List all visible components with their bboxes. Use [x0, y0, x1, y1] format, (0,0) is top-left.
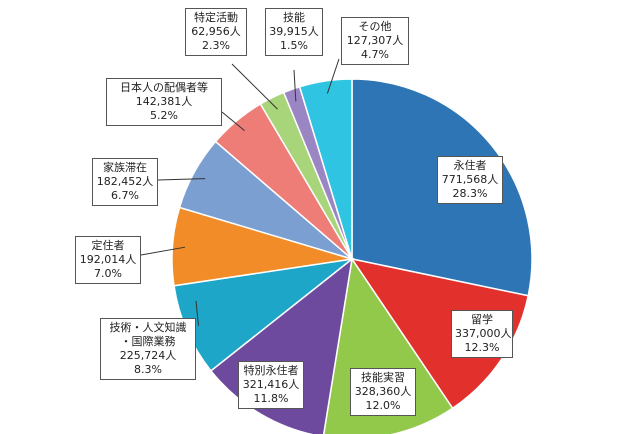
slice-label-percent: 7.0%: [94, 267, 122, 280]
slice-label-count: 771,568人: [441, 173, 499, 186]
slice-label-count: 337,000人: [455, 327, 512, 340]
leader-lines: [140, 58, 340, 326]
slice-label-percent: 1.5%: [280, 39, 308, 52]
slice-label-count: 39,915人: [269, 25, 319, 38]
slice-label-name: 家族滞在: [103, 161, 147, 174]
pie-slice: [350, 257, 530, 410]
leader-line: [140, 246, 186, 256]
leader-line: [195, 300, 199, 326]
slice-label-name: 日本人の配偶者等: [120, 81, 208, 94]
slice-label: 技能 39,915人 1.5%: [265, 8, 323, 56]
slice-label-name: その他: [358, 20, 392, 33]
slice-label: 技術・人文知識 ・国際業務 225,724人 8.3%: [100, 318, 196, 380]
slice-label-percent: 12.0%: [365, 399, 401, 412]
slice-label-percent: 28.3%: [452, 187, 488, 200]
slice-label-count: 321,416人: [242, 378, 300, 391]
slice-label-count: 328,360人: [354, 385, 412, 398]
slice-label: 特別永住者 321,416人 11.8%: [238, 361, 304, 409]
slice-label: 定住者 192,014人 7.0%: [75, 236, 141, 284]
slice-label: 技能実習 328,360人 12.0%: [350, 368, 416, 416]
slice-label-percent: 8.3%: [134, 363, 162, 376]
slice-label-name: ・国際業務: [120, 335, 176, 348]
slice-label: 特定活動 62,956人 2.3%: [185, 8, 247, 56]
slice-label-name: 特定活動: [194, 11, 238, 24]
leader-line: [326, 58, 340, 94]
slice-label-name: 技術・人文知識: [109, 321, 187, 334]
slice-label-percent: 11.8%: [253, 392, 289, 405]
pie-slice: [298, 78, 353, 260]
slice-label-name: 技能実習: [361, 371, 405, 384]
slice-label-percent: 4.7%: [361, 48, 389, 61]
slice-label-percent: 6.7%: [111, 189, 139, 202]
slice-label: 永住者 771,568人 28.3%: [437, 156, 503, 204]
slice-label-name: 技能: [283, 11, 305, 24]
slice-label-count: 225,724人: [119, 349, 177, 362]
slice-label-count: 192,014人: [79, 253, 137, 266]
slice-label-name: 永住者: [453, 159, 487, 172]
slice-label-name: 特別永住者: [243, 364, 299, 377]
slice-label-name: 定住者: [91, 239, 125, 252]
slice-label-count: 62,956人: [191, 25, 241, 38]
slice-label-count: 127,307人: [346, 34, 404, 47]
leader-line: [293, 69, 297, 102]
slice-label-percent: 5.2%: [150, 109, 178, 122]
slice-label: その他 127,307人 4.7%: [341, 17, 409, 65]
slice-label-count: 142,381人: [135, 95, 193, 108]
slice-label-count: 182,452人: [96, 175, 154, 188]
slice-label-percent: 12.3%: [464, 341, 500, 354]
slice-label: 家族滞在 182,452人 6.7%: [92, 158, 158, 206]
leader-line: [221, 111, 245, 131]
slice-label-percent: 2.3%: [202, 39, 230, 52]
leader-line: [231, 63, 278, 110]
slice-label-name: 留学: [471, 313, 493, 326]
slice-label: 留学 337,000人 12.3%: [451, 310, 513, 358]
slice-label: 日本人の配偶者等 142,381人 5.2%: [106, 78, 222, 126]
leader-line: [157, 178, 206, 181]
